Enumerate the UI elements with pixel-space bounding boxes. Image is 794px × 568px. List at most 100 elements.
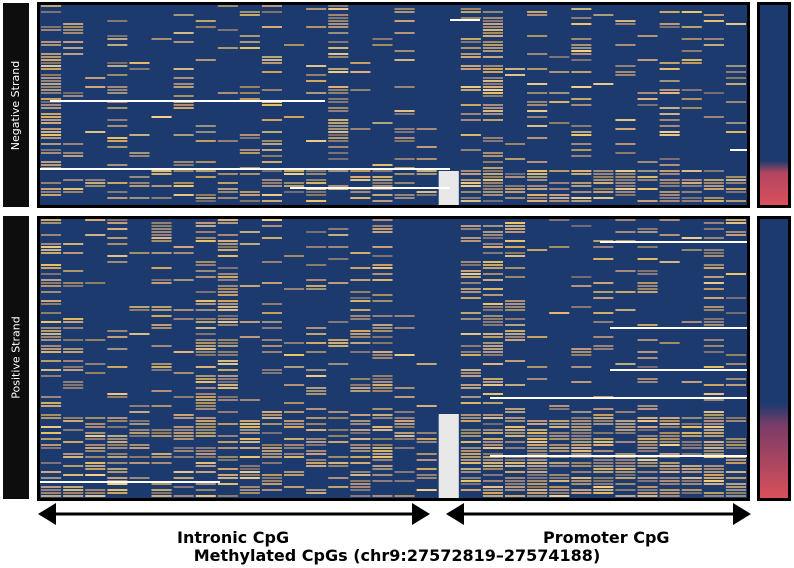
methylation-cell (527, 465, 548, 467)
methylation-cell (527, 468, 548, 470)
methylation-cell (460, 185, 481, 187)
methylation-cell (151, 222, 172, 224)
methylation-cell (372, 38, 393, 40)
methylation-cell (284, 354, 305, 356)
methylation-cell (195, 342, 216, 344)
methylation-cell (328, 128, 349, 130)
methylation-cell (460, 113, 481, 115)
positive-strand-heatmap (37, 216, 750, 501)
methylation-cell (217, 360, 238, 362)
methylation-cell (637, 378, 658, 380)
methylation-cell (416, 363, 437, 365)
methylation-cell (63, 152, 84, 154)
methylation-cell (637, 435, 658, 437)
methylation-cell (460, 417, 481, 419)
methylation-cell (151, 38, 172, 40)
methylation-cell (505, 228, 526, 230)
methylation-cell (571, 200, 592, 202)
methylation-cell (195, 456, 216, 458)
methylation-cell (637, 405, 658, 407)
methylation-cell (63, 270, 84, 272)
methylation-cell (394, 182, 415, 184)
methylation-cell (615, 291, 636, 293)
methylation-cell (195, 426, 216, 428)
methylation-cell (239, 423, 260, 425)
methylation-cell (328, 5, 349, 7)
methylation-cell (571, 426, 592, 428)
methylation-cell (571, 411, 592, 413)
methylation-cell (482, 315, 503, 317)
methylation-cell (261, 219, 282, 221)
methylation-cell (195, 429, 216, 431)
methylation-cell (107, 483, 128, 485)
methylation-cell (482, 95, 503, 97)
methylation-cell (460, 318, 481, 320)
methylation-cell (41, 360, 62, 362)
methylation-cell (593, 450, 614, 452)
methylation-cell (571, 351, 592, 353)
methylation-cell (460, 447, 481, 449)
methylation-cell (571, 465, 592, 467)
methylation-cell (328, 122, 349, 124)
methylation-cell (261, 339, 282, 341)
methylation-cell (593, 432, 614, 434)
methylation-cell (571, 444, 592, 446)
methylation-cell (482, 155, 503, 157)
methylation-cell (725, 495, 746, 497)
methylation-cell (306, 200, 327, 202)
methylation-cell (261, 414, 282, 416)
methylation-cell (328, 14, 349, 16)
methylation-cell (571, 155, 592, 157)
methylation-cell (593, 282, 614, 284)
methylation-cell (482, 173, 503, 175)
methylation-cell (482, 41, 503, 43)
methylation-cell (328, 342, 349, 344)
methylation-cell (328, 185, 349, 187)
methylation-cell (549, 477, 570, 479)
methylation-cell (107, 89, 128, 91)
methylation-cell (328, 92, 349, 94)
methylation-cell (549, 182, 570, 184)
methylation-cell (571, 170, 592, 172)
methylation-cell (505, 336, 526, 338)
methylation-cell (85, 492, 106, 494)
methylation-cell (681, 489, 702, 491)
methylation-cell (460, 182, 481, 184)
methylation-cell (173, 435, 194, 437)
intronic-arrow (38, 503, 430, 525)
methylation-cell (217, 291, 238, 293)
methylation-cell (41, 80, 62, 82)
methylation-cell (637, 441, 658, 443)
methylation-cell (41, 369, 62, 371)
methylation-cell (372, 381, 393, 383)
methylation-cell (615, 453, 636, 455)
methylation-cell (659, 219, 680, 221)
methylation-cell (372, 438, 393, 440)
methylation-cell (593, 188, 614, 190)
methylation-cell (41, 119, 62, 121)
methylation-cell (195, 375, 216, 377)
methylation-cell (460, 270, 481, 272)
methylation-cell (703, 393, 724, 395)
methylation-cell (615, 128, 636, 130)
methylation-cell (284, 116, 305, 118)
methylation-cell (482, 56, 503, 58)
methylation-cell (460, 453, 481, 455)
methylation-cell (460, 456, 481, 458)
negative-strand-label: Negative Strand (3, 3, 29, 207)
methylation-cell (372, 450, 393, 452)
methylation-cell (41, 194, 62, 196)
methylation-cell (416, 432, 437, 434)
methylation-cell (527, 423, 548, 425)
methylation-cell (306, 92, 327, 94)
methylation-cell (107, 119, 128, 121)
methylation-cell (284, 471, 305, 473)
methylation-cell (328, 17, 349, 19)
methylation-cell (593, 438, 614, 440)
methylation-cell (482, 264, 503, 266)
methylation-cell (482, 336, 503, 338)
methylation-cell (261, 89, 282, 91)
methylation-cell (129, 432, 150, 434)
methylation-cell (372, 456, 393, 458)
methylation-cell (505, 339, 526, 341)
